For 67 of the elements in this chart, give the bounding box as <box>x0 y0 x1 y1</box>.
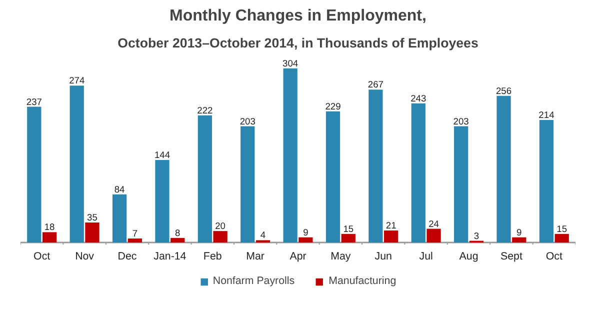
bar <box>298 237 313 242</box>
x-tick-label: Sept <box>500 250 522 262</box>
data-label: 20 <box>215 221 226 232</box>
bar <box>170 238 185 242</box>
legend-label: Nonfarm Payrolls <box>212 275 295 287</box>
bar <box>539 120 554 242</box>
x-tick-label: Mar <box>246 250 265 262</box>
x-tick-label: Jun <box>374 250 392 262</box>
data-label: 243 <box>410 93 426 104</box>
data-label: 267 <box>368 80 384 90</box>
bar <box>411 103 426 242</box>
bar <box>426 228 441 242</box>
bar <box>198 115 212 242</box>
data-label: 9 <box>303 227 308 238</box>
bar <box>70 86 84 242</box>
data-label: 9 <box>516 227 522 238</box>
data-label: 8 <box>175 228 180 238</box>
x-tick-label: Aug <box>459 250 478 262</box>
bar <box>27 106 42 242</box>
bar <box>213 231 228 242</box>
x-tick-label: May <box>330 250 352 262</box>
data-label: 7 <box>132 228 138 238</box>
bar <box>454 126 468 242</box>
data-label: 21 <box>386 220 396 230</box>
data-label: 203 <box>240 116 256 126</box>
bar <box>240 126 255 242</box>
x-tick-label: Oct <box>546 250 562 262</box>
data-label: 222 <box>197 105 213 116</box>
bar <box>155 160 170 242</box>
bar <box>283 68 298 242</box>
bar <box>384 230 398 242</box>
data-label: 15 <box>556 224 568 234</box>
x-tick-label: Feb <box>203 250 222 262</box>
bar <box>128 238 142 242</box>
data-label: 274 <box>69 76 85 86</box>
data-label: 214 <box>538 110 554 120</box>
bar <box>326 111 340 242</box>
bar <box>554 234 569 242</box>
data-label: 144 <box>154 150 170 160</box>
data-label: 18 <box>44 222 55 232</box>
data-label: 24 <box>428 218 439 229</box>
data-label: 256 <box>496 86 512 96</box>
data-label: 15 <box>343 224 354 234</box>
bar <box>85 222 100 242</box>
data-label: 3 <box>474 230 480 241</box>
bar <box>42 232 57 242</box>
bar <box>341 234 356 242</box>
x-tick-label: Jul <box>419 250 433 262</box>
chart-subtitle: October 2013–October 2014, in Thousands of Employees <box>118 36 478 50</box>
x-tick-label: Dec <box>118 250 138 262</box>
x-tick-label: Apr <box>290 250 307 262</box>
bar <box>512 237 526 242</box>
x-tick-label: Nov <box>75 250 95 262</box>
data-label: 229 <box>325 101 341 112</box>
bar <box>368 90 383 242</box>
data-label: 84 <box>114 184 125 194</box>
bar <box>496 96 511 242</box>
data-label: 203 <box>453 116 469 126</box>
x-tick-label: Oct <box>34 250 50 262</box>
bar <box>112 194 127 242</box>
x-tick-label: Jan-14 <box>154 250 186 262</box>
legend-label: Manufacturing <box>328 275 396 287</box>
data-label: 304 <box>282 58 298 68</box>
data-label: 4 <box>260 230 266 240</box>
chart-title: Monthly Changes in Employment, <box>170 8 426 24</box>
data-label: 35 <box>87 212 98 222</box>
data-label: 237 <box>26 96 42 107</box>
